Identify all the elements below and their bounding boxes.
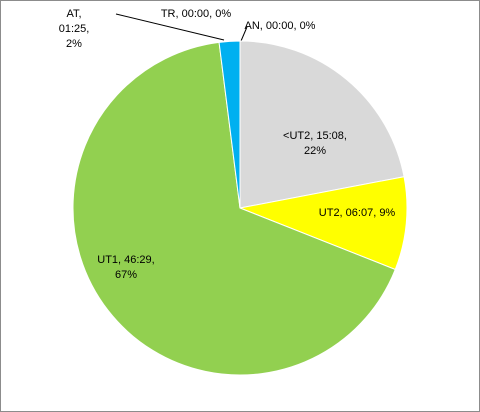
leader-line [240,26,248,42]
data-label: TR, 00:00, 0% [161,8,232,20]
data-label: AN, 00:00, 0% [245,20,316,32]
pie-slice [239,40,405,209]
pie-slice [72,41,396,376]
pie-slice [238,176,408,271]
data-label: AT, 01:25, 2% [59,8,90,50]
data-label: UT2, 06:07, 9% [319,207,396,219]
data-label: UT1, 46:29, 67% [97,254,154,281]
data-label: <UT2, 15:08, 22% [283,130,347,157]
pie-slice [218,40,241,209]
leader-line [115,13,225,41]
